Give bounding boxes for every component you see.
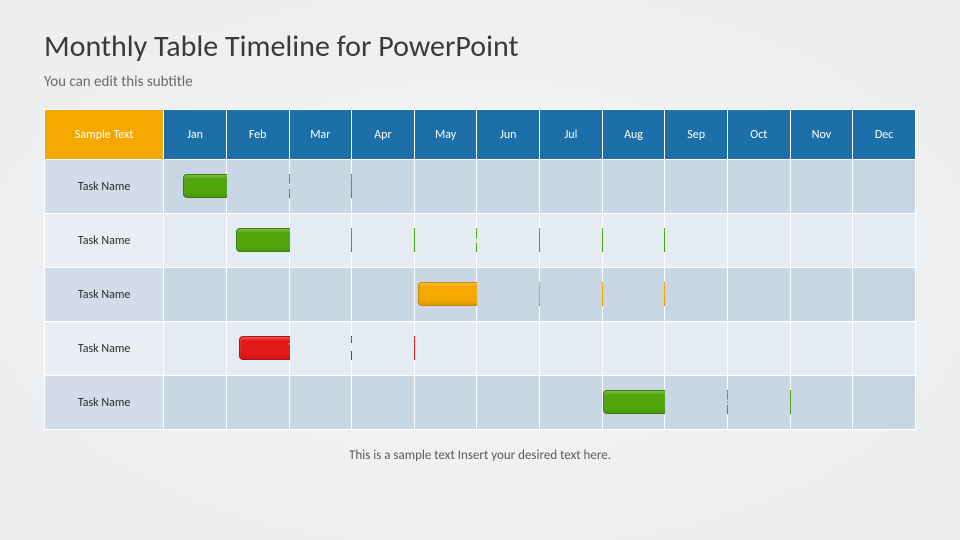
gantt-table: Sample Text JanFebMarAprMayJunJulAugSepO… (44, 109, 916, 430)
gantt-cell (540, 322, 603, 376)
slide-container: Monthly Table Timeline for PowerPoint Yo… (0, 0, 960, 540)
month-header: Nov (790, 110, 853, 160)
gantt-cell (352, 322, 415, 376)
month-header: Dec (853, 110, 916, 160)
gantt-cell (853, 268, 916, 322)
gantt-cell: This is a sample text. (226, 322, 289, 376)
gantt-cell (477, 376, 540, 430)
gantt-cell: This is a sample text. (602, 376, 665, 430)
slide-subtitle: You can edit this subtitle (44, 73, 916, 91)
gantt-cell (665, 160, 728, 214)
month-header: Oct (727, 110, 790, 160)
gantt-cell (602, 160, 665, 214)
gantt-cell (665, 322, 728, 376)
gantt-cell (602, 322, 665, 376)
gantt-cell (540, 268, 603, 322)
gantt-cell (790, 214, 853, 268)
gantt-cell (352, 376, 415, 430)
gantt-cell (414, 160, 477, 214)
gantt-cell (164, 268, 227, 322)
gantt-cell: This is a sample text. (226, 214, 289, 268)
gantt-body: Task NameThis is a sample text.Task Name… (45, 160, 916, 430)
task-row-label: Task Name (45, 376, 164, 430)
gantt-cell (790, 322, 853, 376)
task-row: Task NameThis is a sample text. (45, 160, 916, 214)
gantt-cell (414, 376, 477, 430)
gantt-cell (853, 322, 916, 376)
month-header: Jun (477, 110, 540, 160)
gantt-cell (540, 214, 603, 268)
gantt-cell (352, 268, 415, 322)
task-row: Task Name This is a sample text. (45, 322, 916, 376)
gantt-cell (853, 160, 916, 214)
slide-title: Monthly Table Timeline for PowerPoint (44, 28, 916, 65)
gantt-cell (352, 160, 415, 214)
gantt-cell (665, 268, 728, 322)
corner-cell: Sample Text (45, 110, 164, 160)
gantt-cell (164, 214, 227, 268)
gantt-cell (853, 376, 916, 430)
gantt-cell (853, 214, 916, 268)
task-row-label: Task Name (45, 322, 164, 376)
gantt-cell (289, 322, 352, 376)
gantt-cell: This is a sample text. (164, 160, 227, 214)
gantt-cell (477, 268, 540, 322)
header-row: Sample Text JanFebMarAprMayJunJulAugSepO… (45, 110, 916, 160)
gantt-cell (727, 160, 790, 214)
gantt-cell: This is a sample text. (414, 268, 477, 322)
gantt-cell (226, 160, 289, 214)
month-header: Feb (226, 110, 289, 160)
gantt-cell (665, 214, 728, 268)
gantt-cell (414, 214, 477, 268)
month-header: Apr (352, 110, 415, 160)
gantt-cell (602, 214, 665, 268)
gantt-cell (289, 160, 352, 214)
task-row: Task Name This is a sample text. (45, 376, 916, 430)
gantt-cell (289, 268, 352, 322)
gantt-cell (727, 322, 790, 376)
task-row: Task Name This is a sample text. (45, 268, 916, 322)
gantt-cell (477, 322, 540, 376)
gantt-cell (790, 376, 853, 430)
gantt-cell (540, 160, 603, 214)
gantt-cell (164, 376, 227, 430)
gantt-cell (727, 268, 790, 322)
month-header: Jul (540, 110, 603, 160)
gantt-cell (477, 160, 540, 214)
gantt-cell (665, 376, 728, 430)
month-header: Sep (665, 110, 728, 160)
gantt-cell (790, 160, 853, 214)
gantt-cell (477, 214, 540, 268)
gantt-cell (226, 268, 289, 322)
task-row: Task Name This is a sample text. (45, 214, 916, 268)
gantt-cell (540, 376, 603, 430)
task-row-label: Task Name (45, 160, 164, 214)
gantt-cell (289, 214, 352, 268)
footer-text: This is a sample text Insert your desire… (44, 448, 916, 463)
month-header: May (414, 110, 477, 160)
month-header: Mar (289, 110, 352, 160)
gantt-cell (352, 214, 415, 268)
gantt-cell (414, 322, 477, 376)
task-row-label: Task Name (45, 268, 164, 322)
gantt-cell (727, 214, 790, 268)
task-row-label: Task Name (45, 214, 164, 268)
gantt-cell (226, 376, 289, 430)
gantt-cell (790, 268, 853, 322)
month-header: Aug (602, 110, 665, 160)
gantt-cell (164, 322, 227, 376)
month-header: Jan (164, 110, 227, 160)
gantt-cell (727, 376, 790, 430)
gantt-cell (602, 268, 665, 322)
gantt-cell (289, 376, 352, 430)
